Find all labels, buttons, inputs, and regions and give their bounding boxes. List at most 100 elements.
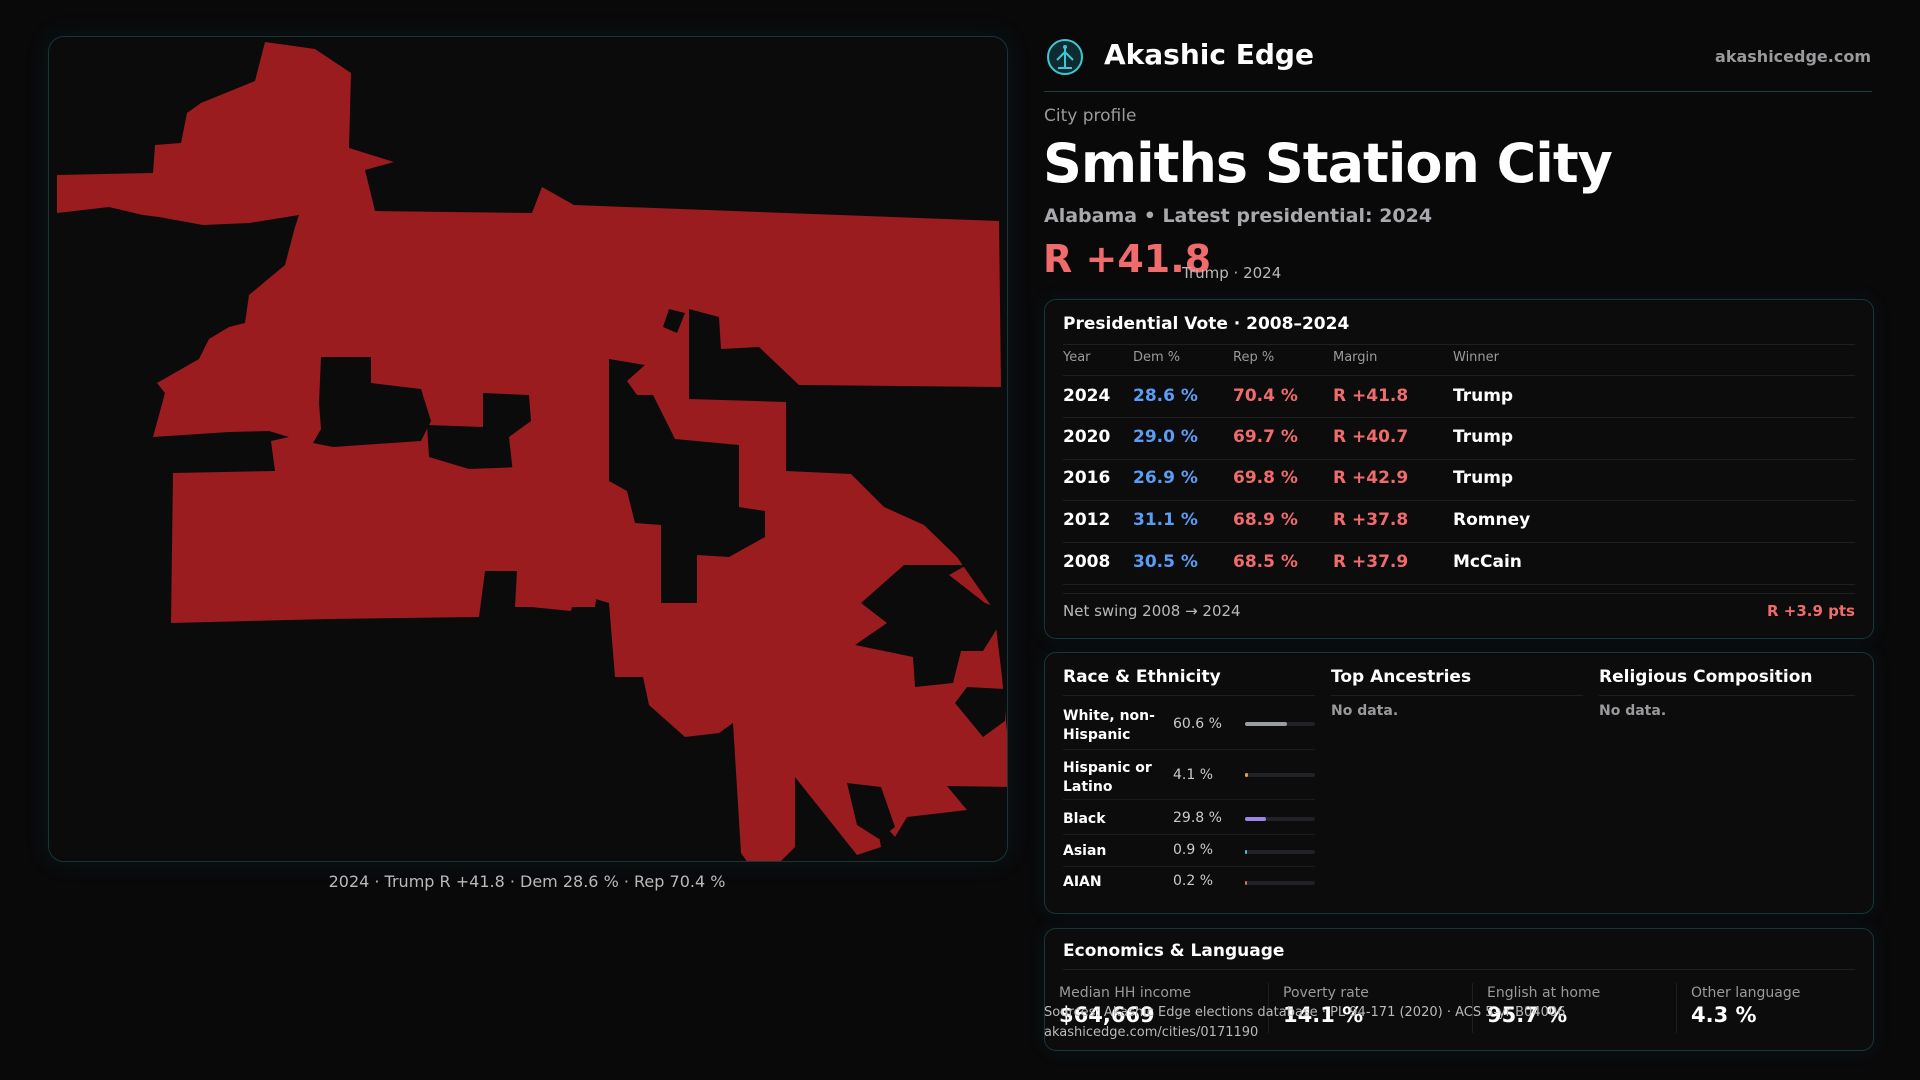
econ-divider (1676, 983, 1677, 1033)
row-divider (1063, 749, 1315, 750)
brand-name[interactable]: Akashic Edge (1104, 38, 1314, 71)
cell-year: 2016 (1063, 468, 1111, 488)
cell-rep: 69.8 % (1233, 468, 1298, 488)
cell-winner: Trump (1453, 468, 1514, 488)
demographics-card: Race & Ethnicity White, non-Hispanic 60.… (1044, 652, 1874, 914)
race-ethnicity-title: Race & Ethnicity (1063, 667, 1221, 687)
net-swing-label: Net swing 2008 → 2024 (1063, 602, 1241, 620)
brand-url[interactable]: akashicedge.com (1715, 47, 1871, 66)
race-bar-track (1245, 817, 1315, 821)
table-row[interactable]: 2012 31.1 % 68.9 % R +37.8 Romney (1063, 500, 1855, 542)
table-row[interactable]: 2024 28.6 % 70.4 % R +41.8 Trump (1063, 375, 1855, 417)
page-title: Smiths Station City (1043, 132, 1613, 195)
section-divider (1599, 695, 1855, 696)
cell-winner: Trump (1453, 427, 1514, 447)
top-ancestries-section: Top Ancestries No data. (1331, 653, 1583, 913)
city-subtitle: Alabama • Latest presidential: 2024 (1044, 205, 1433, 227)
econ-divider (1268, 983, 1269, 1033)
race-bar-fill (1245, 722, 1287, 726)
race-label: AIAN (1063, 874, 1102, 890)
table-divider (1063, 593, 1855, 594)
vote-card-title: Presidential Vote · 2008–2024 (1063, 314, 1350, 334)
row-divider (1063, 799, 1315, 800)
econ-label: English at home (1487, 985, 1601, 1001)
race-bar-track (1245, 773, 1315, 777)
race-value: 29.8 % (1173, 810, 1222, 826)
race-label: Asian (1063, 843, 1107, 859)
race-bar-track (1245, 722, 1315, 726)
cell-rep: 70.4 % (1233, 386, 1298, 406)
religion-empty: No data. (1599, 703, 1667, 719)
table-row[interactable]: 2020 29.0 % 69.7 % R +40.7 Trump (1063, 417, 1855, 459)
table-divider (1063, 344, 1855, 345)
column-header-year: Year (1063, 350, 1091, 365)
ancestries-empty: No data. (1331, 703, 1399, 719)
econ-label: Median HH income (1059, 985, 1192, 1001)
row-divider (1063, 834, 1315, 835)
econ-value: 95.7 % (1487, 1003, 1568, 1027)
header-divider (1044, 91, 1872, 92)
econ-divider (1472, 983, 1473, 1033)
tree-of-life-icon[interactable] (1046, 38, 1084, 76)
race-ethnicity-section: Race & Ethnicity White, non-Hispanic 60.… (1063, 653, 1315, 913)
top-ancestries-title: Top Ancestries (1331, 667, 1472, 687)
race-value: 60.6 % (1173, 716, 1222, 732)
net-swing-value: R +3.9 pts (1767, 602, 1855, 620)
map-hole (609, 359, 765, 603)
profile-label: City profile (1044, 106, 1137, 126)
map-hole (663, 309, 685, 333)
race-label: Black (1063, 811, 1106, 827)
map-panel (48, 36, 1008, 862)
column-header-dem: Dem % (1133, 350, 1181, 365)
map-caption: 2024 · Trump R +41.8 · Dem 28.6 % · Rep … (328, 872, 726, 891)
source-url[interactable]: akashicedge.com/cities/0171190 (1044, 1025, 1259, 1040)
cell-year: 2024 (1063, 386, 1111, 406)
religious-composition-section: Religious Composition No data. (1599, 653, 1855, 913)
race-value: 0.2 % (1173, 873, 1214, 889)
cell-dem: 31.1 % (1133, 510, 1198, 530)
map-hole (955, 687, 1005, 737)
cell-winner: Trump (1453, 386, 1514, 406)
table-divider (1063, 375, 1855, 376)
map-hole (313, 357, 431, 447)
econ-value: $64,669 (1059, 1003, 1155, 1027)
latest-margin-note: Trump · 2024 (1182, 264, 1282, 282)
cell-dem: 30.5 % (1133, 552, 1198, 572)
race-bar-fill (1245, 850, 1247, 854)
table-row[interactable]: 2016 26.9 % 69.8 % R +42.9 Trump (1063, 459, 1855, 500)
religious-composition-title: Religious Composition (1599, 667, 1813, 687)
table-divider (1063, 542, 1855, 543)
section-divider (1063, 695, 1315, 696)
econ-value: 4.3 % (1691, 1003, 1757, 1027)
race-label: White, non-Hispanic (1063, 708, 1155, 743)
cell-dem: 28.6 % (1133, 386, 1198, 406)
cell-rep: 68.5 % (1233, 552, 1298, 572)
cell-margin: R +37.9 (1333, 552, 1409, 572)
cell-rep: 69.7 % (1233, 427, 1298, 447)
map-hole (847, 783, 895, 839)
cell-winner: McCain (1453, 552, 1522, 572)
race-label: Hispanic or Latino (1063, 760, 1152, 795)
column-header-winner: Winner (1453, 350, 1500, 365)
race-bar-track (1245, 850, 1315, 854)
section-divider (1063, 969, 1855, 970)
cell-dem: 29.0 % (1133, 427, 1198, 447)
cell-winner: Romney (1453, 510, 1531, 530)
race-bar-fill (1245, 881, 1247, 885)
race-bar-track (1245, 881, 1315, 885)
race-value: 4.1 % (1173, 767, 1214, 783)
source-citation: Sources: Akashic Edge elections database… (1044, 1005, 1566, 1020)
cell-year: 2008 (1063, 552, 1111, 572)
economics-language-card: Economics & Language Median HH income $6… (1044, 928, 1874, 1051)
table-row[interactable]: 2008 30.5 % 68.5 % R +37.9 McCain (1063, 542, 1855, 584)
cell-year: 2020 (1063, 427, 1111, 447)
city-boundary-shape[interactable] (57, 42, 1007, 861)
section-divider (1331, 695, 1583, 696)
econ-label: Other language (1691, 985, 1801, 1001)
table-divider (1063, 584, 1855, 585)
presidential-vote-card: Presidential Vote · 2008–2024 Year Dem %… (1044, 299, 1874, 639)
race-value: 0.9 % (1173, 842, 1214, 858)
cell-dem: 26.9 % (1133, 468, 1198, 488)
econ-value: 14.1 % (1283, 1003, 1364, 1027)
map-hole (855, 565, 1007, 687)
